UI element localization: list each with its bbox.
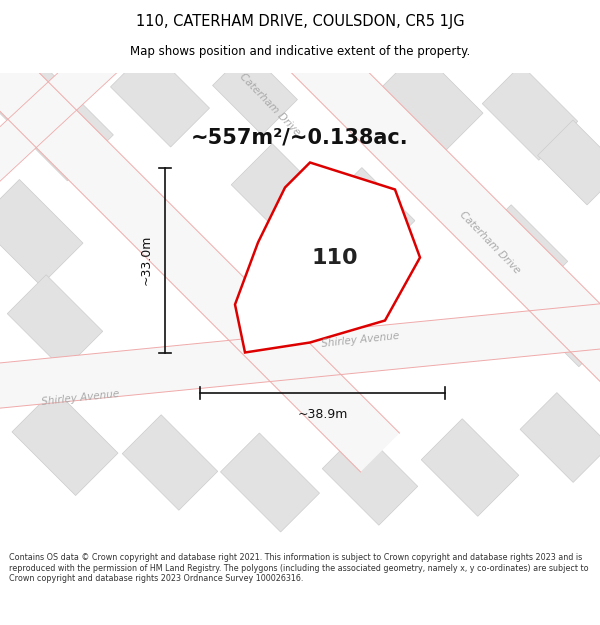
Text: ~38.9m: ~38.9m <box>298 408 347 421</box>
Text: Contains OS data © Crown copyright and database right 2021. This information is : Contains OS data © Crown copyright and d… <box>9 553 589 583</box>
Polygon shape <box>538 120 600 205</box>
Polygon shape <box>377 49 483 156</box>
Polygon shape <box>526 278 600 367</box>
Polygon shape <box>212 50 298 135</box>
Text: Caterham Drive: Caterham Drive <box>238 71 302 138</box>
Polygon shape <box>235 162 420 352</box>
Polygon shape <box>421 419 519 516</box>
Polygon shape <box>520 392 600 482</box>
Polygon shape <box>290 33 600 402</box>
Polygon shape <box>0 64 113 181</box>
Text: 110: 110 <box>311 248 358 268</box>
Text: Caterham Drive: Caterham Drive <box>458 209 522 276</box>
Polygon shape <box>231 144 329 241</box>
Polygon shape <box>472 205 568 300</box>
Polygon shape <box>325 168 415 258</box>
Polygon shape <box>12 389 118 496</box>
Polygon shape <box>0 300 600 410</box>
Text: 110, CATERHAM DRIVE, COULSDON, CR5 1JG: 110, CATERHAM DRIVE, COULSDON, CR5 1JG <box>136 14 464 29</box>
Polygon shape <box>0 28 134 187</box>
Polygon shape <box>221 433 319 532</box>
Polygon shape <box>0 33 400 472</box>
Polygon shape <box>482 65 578 160</box>
Polygon shape <box>322 430 418 525</box>
Polygon shape <box>7 275 103 370</box>
Text: ~33.0m: ~33.0m <box>140 235 153 285</box>
Polygon shape <box>110 48 209 147</box>
Polygon shape <box>0 179 83 286</box>
Polygon shape <box>122 415 218 510</box>
Text: Shirley Avenue: Shirley Avenue <box>320 331 400 349</box>
Text: ~557m²/~0.138ac.: ~557m²/~0.138ac. <box>191 127 409 148</box>
Text: Map shows position and indicative extent of the property.: Map shows position and indicative extent… <box>130 44 470 58</box>
Text: Shirley Avenue: Shirley Avenue <box>41 389 119 406</box>
